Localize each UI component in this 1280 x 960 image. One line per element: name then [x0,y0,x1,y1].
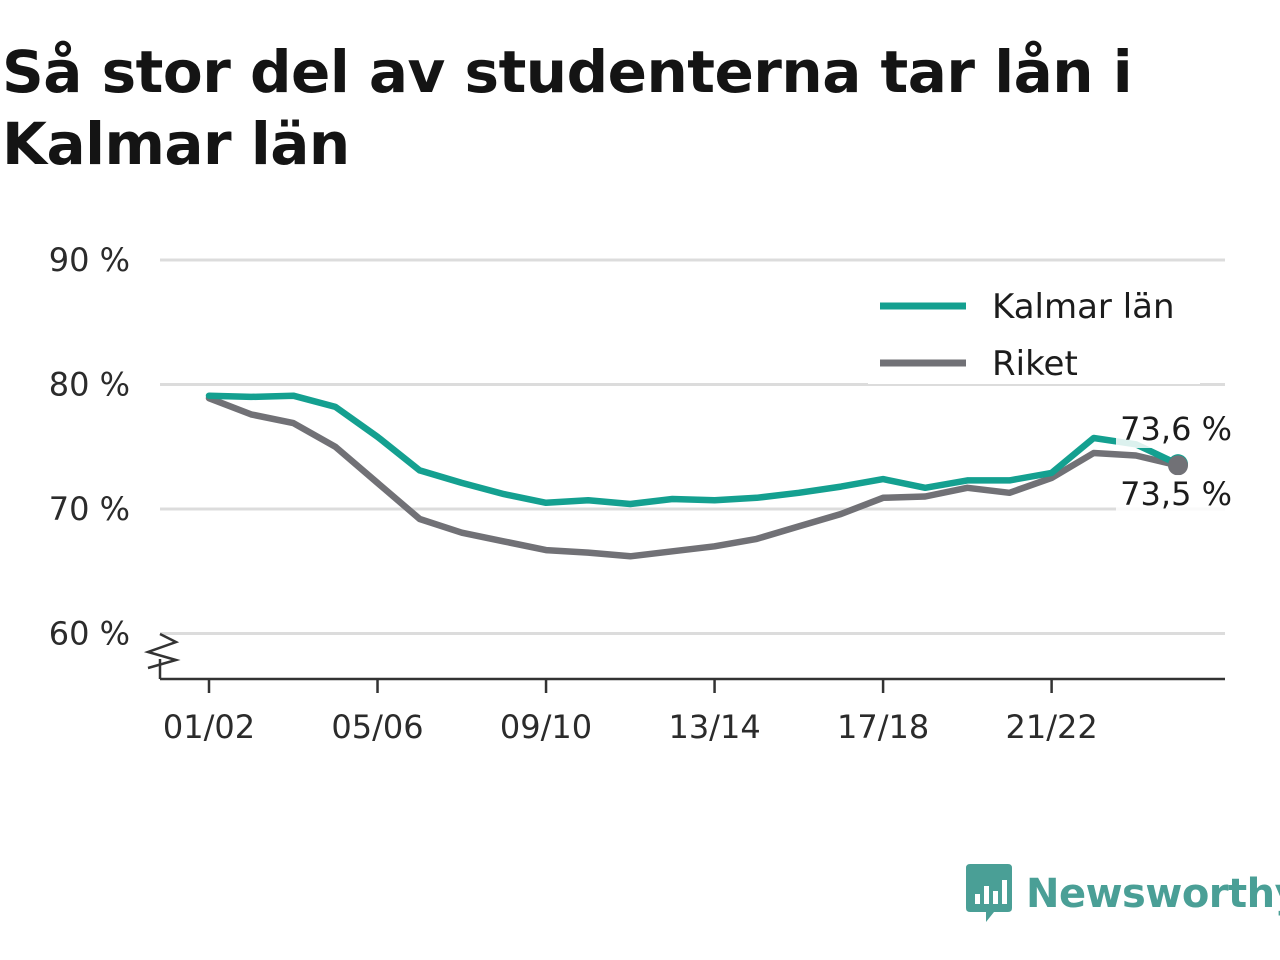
legend-label: Kalmar län [992,287,1175,327]
x-tick-label: 09/10 [500,708,592,746]
page-title: Så stor del av studenterna tar lån i Kal… [2,38,1133,178]
y-tick-label: 60 % [49,615,130,653]
end-point [1168,455,1188,476]
x-tick-label: 13/14 [668,708,760,746]
series-lines [205,392,1182,560]
x-axis-ticks: 01/02 05/06 09/10 13/14 17/18 21/22 [163,679,1098,746]
x-tick-label: 05/06 [331,708,423,746]
end-labels: 73,6 % 73,5 % [1116,410,1234,513]
end-label: 73,5 % [1120,475,1232,513]
y-tick-label: 70 % [49,490,130,528]
newsworthy-logo-icon [966,864,1012,922]
y-axis-ticks: 60 % 70 % 80 % 90 % [49,241,130,653]
legend-label: Riket [992,344,1078,384]
axis-break-mark [143,632,181,670]
y-tick-label: 80 % [49,366,130,404]
brand-logo: Newsworthy [964,862,1280,926]
end-label: 73,6 % [1120,410,1232,448]
x-tick-label: 17/18 [837,708,929,746]
end-label-background [1116,410,1234,448]
legend-background [868,280,1200,384]
series-line [205,394,1182,560]
y-tick-label: 90 % [49,241,130,279]
brand-name: Newsworthy [1026,871,1280,917]
x-tick-label: 01/02 [163,708,255,746]
legend: Kalmar län Riket [868,280,1200,384]
series-line [205,392,1182,508]
x-axis [143,632,1225,681]
grid-lines [160,258,1225,635]
end-label-background [1116,475,1234,513]
x-tick-label: 21/22 [1005,708,1097,746]
